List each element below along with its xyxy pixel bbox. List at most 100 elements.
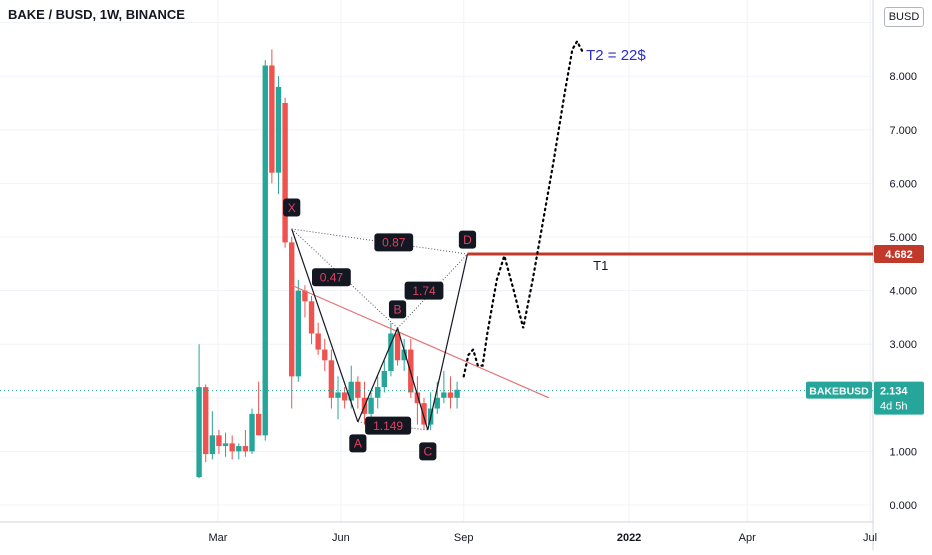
- t1-price-tag: [874, 245, 924, 264]
- current-price-value: 2.134: [880, 386, 908, 398]
- candle-body: [447, 392, 454, 398]
- pattern-point-label: C: [419, 442, 437, 461]
- y-tick-label: 7.000: [889, 125, 917, 137]
- candle-body: [401, 349, 407, 361]
- grid-lines: [0, 0, 873, 522]
- candle-body: [368, 397, 374, 414]
- currency-scale-button[interactable]: BUSD: [884, 7, 924, 27]
- candle-body: [308, 301, 315, 334]
- x-tick-label: Apr: [739, 532, 756, 544]
- price-tags: 4.682 BAKEBUSD 2.134 4d 5h: [806, 245, 924, 415]
- pattern-point-label: B: [388, 300, 407, 319]
- candle-body: [289, 242, 295, 377]
- pattern-ratio-line: [397, 253, 468, 329]
- candles: [196, 49, 460, 479]
- pattern-point-label-bg: [283, 198, 301, 217]
- pattern-leg: [357, 327, 399, 423]
- pattern-point-label: D: [458, 230, 477, 249]
- pattern-point-label-bg: [388, 300, 407, 319]
- candle-body: [381, 371, 388, 388]
- candle-body: [209, 435, 216, 455]
- candle-body: [414, 392, 421, 404]
- candle-body: [388, 333, 394, 371]
- ratio-label-bg: [365, 416, 412, 435]
- pattern-point-label-bg: [458, 230, 477, 249]
- ratio-label: 0.47: [312, 268, 351, 287]
- ratio-label-bg: [404, 281, 444, 300]
- x-tick-label: 2022: [617, 532, 641, 544]
- pattern-leg: [427, 253, 469, 431]
- t1-label: T1: [593, 258, 608, 273]
- pattern-leg: [291, 228, 359, 423]
- y-tick-label: 3.000: [889, 339, 917, 351]
- pattern-point-label: X: [283, 198, 301, 217]
- candle-body: [222, 443, 229, 447]
- ratio-label-text: 1.149: [373, 419, 403, 433]
- candle-body: [249, 413, 255, 452]
- candle-body: [454, 389, 460, 398]
- pattern-point-label: A: [349, 434, 367, 453]
- candle-body: [348, 381, 354, 401]
- ratio-label-bg: [374, 233, 414, 252]
- ratio-label: 1.74: [404, 281, 444, 300]
- pattern-point-label-text: B: [394, 303, 402, 317]
- ratio-label: 0.87: [374, 233, 414, 252]
- y-tick-label: 5.000: [889, 232, 917, 244]
- x-tick-label: Jun: [332, 532, 350, 544]
- candle-body: [434, 397, 440, 409]
- pattern-ratio-line: [291, 228, 468, 255]
- candle-body: [355, 381, 361, 398]
- candle-body: [328, 360, 335, 398]
- pattern-point-label-text: X: [288, 201, 296, 215]
- candle-body: [275, 86, 282, 173]
- candle-body: [229, 443, 235, 452]
- pattern-point-label-bg: [349, 434, 367, 453]
- candle-body: [255, 413, 262, 436]
- candle-body: [375, 387, 381, 398]
- candle-body: [335, 392, 341, 398]
- candle-body: [196, 387, 202, 478]
- x-tick-label: Jul: [863, 532, 877, 544]
- current-price-tag: [874, 381, 924, 415]
- pattern-point-label-text: D: [463, 233, 472, 247]
- symbol-tag-text: BAKEBUSD: [809, 386, 869, 398]
- candle-body: [295, 290, 302, 377]
- ratio-label-bg: [312, 268, 351, 287]
- candle-body: [421, 403, 427, 425]
- x-tick-label: Mar: [209, 532, 228, 544]
- y-tick-label: 6.000: [889, 178, 917, 190]
- candle-body: [341, 392, 348, 401]
- t2-label: T2 = 22$: [586, 47, 646, 64]
- pattern-leg: [396, 327, 429, 431]
- ratio-label-text: 0.87: [382, 236, 406, 250]
- pattern-point-label-bg: [419, 442, 437, 461]
- candle-body: [282, 103, 288, 243]
- symbol-tag: [806, 381, 872, 399]
- projection-path: [462, 39, 584, 378]
- candle-body: [203, 387, 209, 455]
- y-tick-label: 4.000: [889, 286, 917, 298]
- y-tick-label: 1.000: [889, 446, 917, 458]
- candle-body: [236, 446, 242, 452]
- candle-body: [262, 65, 268, 436]
- candle-body: [302, 290, 308, 302]
- candle-body: [322, 349, 328, 361]
- candle-body: [394, 333, 401, 361]
- candle-body: [216, 435, 222, 447]
- y-tick-label: 0.000: [889, 500, 917, 512]
- ratio-label: 1.149: [365, 416, 412, 435]
- pattern-point-label-text: C: [423, 445, 432, 459]
- trendline: [291, 284, 549, 399]
- bar-countdown: 4d 5h: [880, 401, 908, 413]
- chart-title: BAKE / BUSD, 1W, BINANCE: [8, 7, 185, 22]
- candle-body: [269, 65, 275, 173]
- t1-price-tag-text: 4.682: [885, 249, 913, 261]
- candle-body: [242, 446, 249, 452]
- ratio-label-text: 0.47: [320, 271, 344, 285]
- y-tick-label: 8.000: [889, 71, 917, 83]
- pattern-point-label-text: A: [354, 437, 362, 451]
- ratio-label-text: 1.74: [412, 284, 436, 298]
- candle-body: [315, 333, 321, 350]
